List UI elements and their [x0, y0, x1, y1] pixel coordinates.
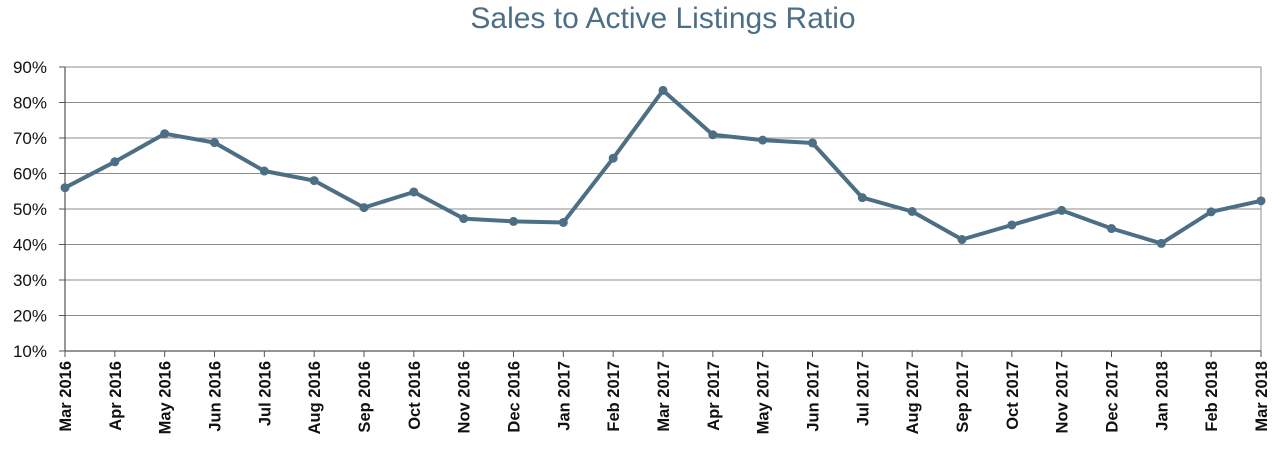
x-tick-label: Nov 2017: [1054, 361, 1072, 433]
data-point: [957, 235, 967, 245]
x-tick-label: Jul 2016: [256, 361, 274, 426]
x-tick-label: Dec 2017: [1104, 361, 1122, 433]
x-tick-label: Feb 2017: [605, 361, 623, 432]
x-tick-label: May 2017: [755, 361, 773, 434]
data-point: [608, 153, 618, 163]
data-point: [1057, 205, 1067, 215]
data-point: [808, 138, 817, 148]
data-point: [359, 203, 369, 213]
y-tick-label: 80%: [13, 94, 47, 113]
series-path: [63, 88, 1263, 246]
x-tick-label: Dec 2016: [506, 361, 524, 433]
data-point: [558, 217, 568, 227]
chart-title: Sales to Active Listings Ratio: [470, 2, 856, 35]
y-tick-label: 50%: [13, 200, 47, 219]
data-point: [857, 193, 867, 203]
x-tick-label: Jan 2017: [555, 361, 573, 431]
x-tick-label: Nov 2016: [456, 361, 474, 433]
gridlines: [65, 66, 1261, 316]
data-point: [459, 214, 469, 224]
y-tick-label: 10%: [13, 342, 47, 361]
x-tick-label: Jun 2017: [805, 361, 823, 432]
data-point: [758, 135, 768, 145]
x-tick-label: Oct 2017: [1004, 361, 1022, 430]
x-tick-label: Aug 2016: [306, 361, 324, 434]
data-point: [409, 187, 419, 197]
x-tick-label: May 2016: [157, 361, 175, 434]
x-tick-label: Apr 2017: [705, 361, 723, 431]
y-tick-label: 60%: [13, 165, 47, 184]
axes: [59, 66, 1262, 357]
data-point: [708, 130, 718, 140]
data-point: [309, 176, 319, 186]
data-point: [1256, 196, 1266, 206]
x-tick-labels: Mar 2016 Apr 2016 May 2016 Jun 2016 Jul 2016…: [57, 361, 1271, 434]
x-tick-label: Sep 2017: [954, 361, 972, 433]
y-tick-label: 40%: [13, 236, 47, 255]
y-tick-label: 20%: [13, 307, 47, 326]
data-point: [60, 183, 70, 193]
data-point: [1156, 238, 1166, 248]
data-points: [60, 85, 1266, 248]
data-point: [210, 138, 219, 148]
x-tick-label: Jun 2016: [207, 361, 225, 432]
y-tick-labels: 10% 20% 30% 40% 50% 60% 70% 80% 90%: [13, 58, 47, 361]
x-tick-label: Oct 2016: [406, 361, 424, 430]
data-point: [1206, 207, 1216, 217]
x-tick-label: Mar 2016: [57, 361, 75, 432]
x-tick-label: Feb 2018: [1203, 361, 1221, 432]
data-point: [110, 157, 120, 167]
data-point: [509, 216, 518, 226]
x-tick-label: Mar 2018: [1253, 361, 1271, 432]
x-tick-label: Apr 2016: [107, 361, 125, 431]
data-point: [1007, 220, 1017, 230]
x-tick-label: Sep 2016: [356, 361, 374, 433]
data-point: [160, 129, 170, 139]
x-tick-label: Jan 2018: [1153, 361, 1171, 431]
data-point: [658, 85, 668, 95]
x-tick-label: Aug 2017: [904, 361, 922, 434]
series-line: [63, 88, 1263, 246]
data-point: [907, 206, 917, 216]
data-point: [1107, 224, 1116, 234]
y-tick-label: 90%: [13, 58, 47, 77]
x-tick-label: Jul 2017: [854, 361, 872, 426]
y-tick-label: 30%: [13, 271, 47, 290]
data-point: [259, 166, 269, 176]
x-tick-label: Mar 2017: [655, 361, 673, 432]
y-tick-label: 70%: [13, 129, 47, 148]
